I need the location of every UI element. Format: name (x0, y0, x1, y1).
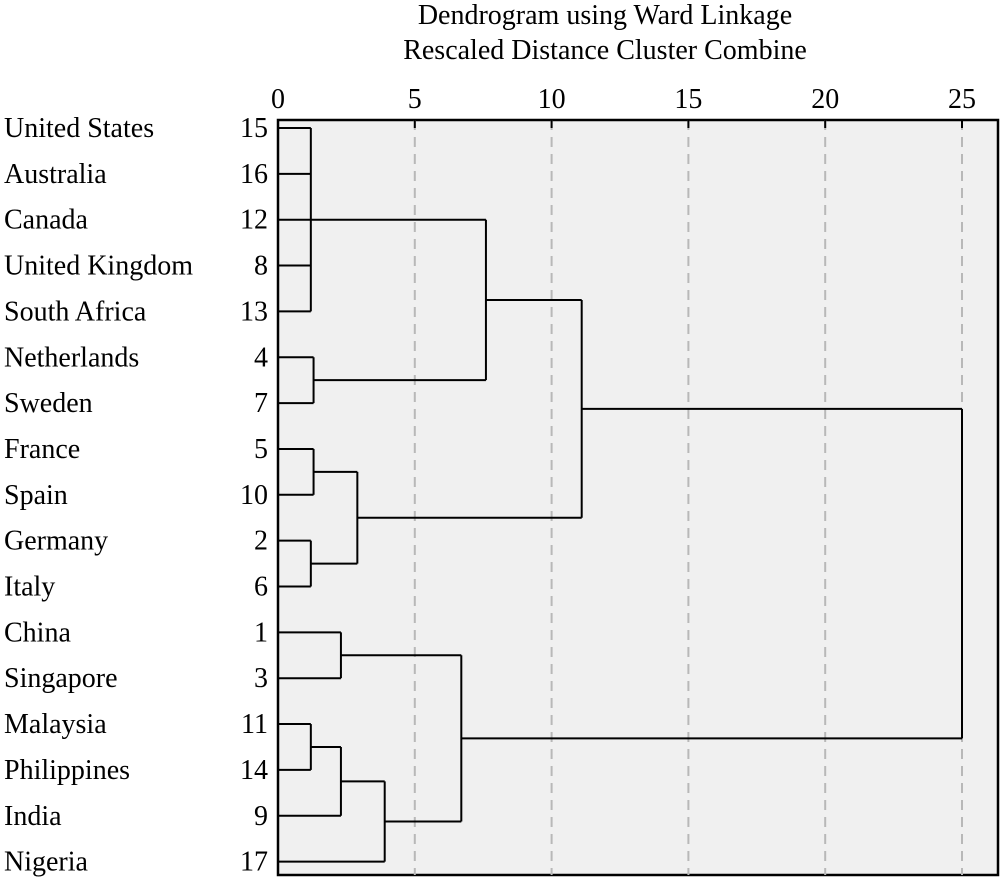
leaf-label: Malaysia (4, 709, 107, 740)
case-number: 1 (254, 617, 268, 648)
case-number: 17 (240, 847, 268, 877)
leaf-label: Spain (4, 480, 68, 511)
x-tick-label: 15 (674, 84, 702, 115)
case-number: 9 (254, 801, 268, 832)
case-number: 10 (240, 480, 268, 511)
x-tick-label: 20 (811, 84, 839, 115)
case-number: 8 (254, 251, 268, 282)
case-number: 11 (241, 709, 268, 740)
x-tick-label: 10 (538, 84, 566, 115)
leaf-label: Nigeria (4, 847, 89, 877)
case-number: 2 (254, 526, 268, 557)
x-tick-label: 0 (271, 84, 285, 115)
x-tick-label: 25 (948, 84, 976, 115)
case-number: 3 (254, 663, 268, 694)
leaf-label: China (4, 617, 71, 648)
case-number: 4 (254, 342, 268, 373)
leaf-label: France (4, 434, 80, 465)
x-tick-label: 5 (408, 84, 422, 115)
chart-title: Dendrogram using Ward Linkage (418, 0, 792, 31)
leaf-label: Australia (4, 159, 107, 190)
case-number: 16 (240, 159, 268, 190)
case-number: 15 (240, 113, 268, 144)
leaf-label: Netherlands (4, 342, 139, 373)
leaf-label: South Africa (4, 296, 147, 327)
leaf-label: Germany (4, 526, 108, 557)
case-number: 13 (240, 296, 268, 327)
case-number: 7 (254, 388, 268, 419)
leaf-label: Italy (4, 572, 55, 603)
leaf-label: India (4, 801, 62, 832)
leaf-label: Philippines (4, 755, 130, 786)
case-number: 5 (254, 434, 268, 465)
leaf-label: United States (4, 113, 154, 144)
case-number: 14 (240, 755, 268, 786)
leaf-label: Canada (4, 205, 89, 236)
chart-subtitle: Rescaled Distance Cluster Combine (403, 35, 807, 66)
leaf-label: Sweden (4, 388, 93, 419)
case-number: 6 (254, 572, 268, 603)
case-number: 12 (240, 205, 268, 236)
plot-area (276, 118, 1000, 877)
leaf-label: Singapore (4, 663, 118, 694)
leaf-label: United Kingdom (4, 251, 193, 282)
